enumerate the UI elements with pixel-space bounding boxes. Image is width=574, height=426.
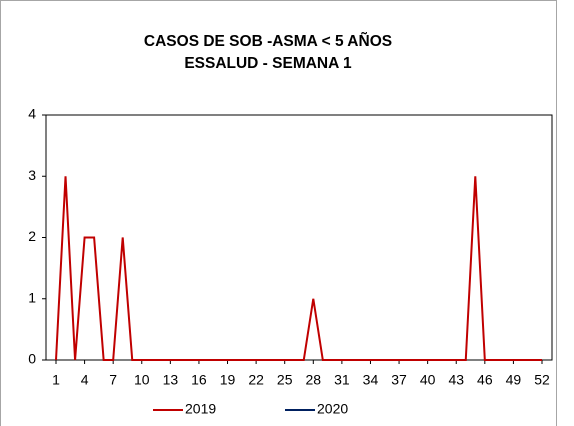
x-tick-label: 25 xyxy=(277,372,293,388)
x-tick-label: 7 xyxy=(109,372,117,388)
legend-label: 2020 xyxy=(317,401,348,417)
y-tick-label: 2 xyxy=(28,228,36,244)
x-tick-label: 37 xyxy=(391,372,407,388)
x-tick-label: 4 xyxy=(81,372,89,388)
x-tick-label: 16 xyxy=(191,372,207,388)
x-tick-label: 43 xyxy=(448,372,464,388)
y-tick-label: 0 xyxy=(28,351,36,367)
x-tick-label: 40 xyxy=(420,372,436,388)
x-tick-label: 13 xyxy=(163,372,179,388)
series-line xyxy=(55,176,542,361)
x-tick-label: 1 xyxy=(52,372,60,388)
x-tick-label: 46 xyxy=(477,372,493,388)
x-tick-label: 22 xyxy=(248,372,264,388)
chart-border xyxy=(0,0,557,426)
x-tick-label: 10 xyxy=(134,372,150,388)
x-tick-label: 28 xyxy=(306,372,322,388)
chart-title: ESSALUD - SEMANA 1 xyxy=(184,55,352,72)
chart-title: CASOS DE SOB -ASMA < 5 AÑOS xyxy=(144,32,392,50)
y-tick-label: 3 xyxy=(28,167,36,183)
y-tick-label: 4 xyxy=(28,106,36,122)
x-tick-label: 19 xyxy=(220,372,236,388)
y-tick-label: 1 xyxy=(28,289,36,305)
x-tick-label: 31 xyxy=(334,372,350,388)
x-tick-label: 49 xyxy=(506,372,522,388)
x-tick-label: 52 xyxy=(534,372,550,388)
legend-label: 2019 xyxy=(185,401,216,417)
x-tick-label: 34 xyxy=(363,372,379,388)
